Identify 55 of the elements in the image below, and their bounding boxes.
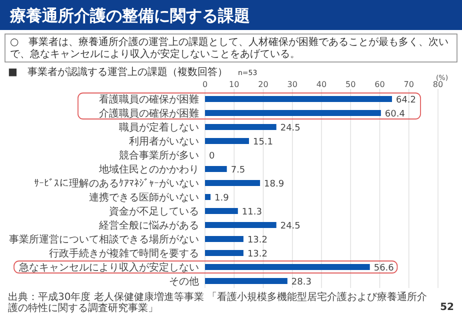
x-tick-label: 30	[287, 80, 298, 89]
data-label: 24.5	[280, 222, 300, 232]
x-tick-label: 10	[229, 80, 240, 89]
data-label: 7.5	[230, 166, 246, 176]
bar	[205, 138, 249, 144]
bar	[205, 166, 227, 172]
chart-title: 療養通所介護の整備に関する課題	[9, 6, 250, 25]
bar	[205, 208, 238, 214]
bar	[205, 236, 244, 242]
y-tick-label: 資金が不足している	[109, 206, 199, 218]
x-tick-label: 60	[374, 80, 385, 89]
bar	[205, 222, 276, 228]
bar	[205, 180, 260, 186]
data-label: 13.2	[247, 236, 268, 246]
data-label: 13.2	[247, 250, 268, 260]
data-label: 1.9	[214, 194, 230, 204]
bar	[205, 124, 276, 130]
y-tick-label: その他	[169, 276, 199, 288]
x-tick-label: 50	[346, 80, 356, 89]
chart-subtitle: ○ 事業者は、療養通所介護の運営上の課題として、人材確保が困難であることが最も多く、次いで、急なキャンセルにより収入が安定しないことをあげている。	[10, 36, 449, 60]
x-tick-label: 70	[404, 80, 414, 89]
y-tick-label: 行政手続きが複雑で時間を要する	[49, 248, 199, 260]
y-tick-label: 経営全般に悩みがある	[98, 220, 199, 232]
data-label: 0	[209, 152, 215, 162]
source-note: 出典：平成30年度 老人保健健康増進等事業 「看護小規模多機能型居宅介護および療養通所介護の特性に関する調査研究事業」	[8, 291, 428, 314]
y-tick-label: ｻｰﾋﾞｽに理解のあるｹｱﾏﾈｼﾞｬｰがいない	[34, 178, 199, 190]
bar	[205, 250, 244, 256]
data-label: 15.1	[252, 138, 274, 148]
data-label: 56.6	[374, 264, 394, 274]
bar	[205, 264, 370, 270]
y-tick-label: 競合事業所が多い	[119, 150, 199, 162]
x-tick-label: 20	[258, 80, 268, 89]
bar	[205, 278, 288, 284]
text: ■ 事業者が認識する運営上の課題（複数回答）	[8, 66, 228, 78]
data-label: 11.3	[242, 208, 262, 218]
data-label: 28.3	[291, 278, 312, 288]
bar	[205, 194, 211, 200]
y-tick-label: 看護職員の確保が困難	[99, 94, 199, 106]
data-label: 24.5	[280, 124, 300, 134]
y-tick-label: 地域住民とのかかわり	[98, 164, 199, 176]
data-label: 64.2	[396, 96, 416, 106]
x-tick-label: 40	[316, 80, 327, 89]
data-label: 18.9	[264, 180, 284, 190]
data-label: 60.4	[384, 110, 406, 120]
y-tick-label: 急なキャンセルにより収入が安定しない	[18, 262, 199, 274]
x-tick-label: 80	[432, 80, 444, 89]
y-tick-label: 介護職員の確保が困難	[99, 108, 199, 120]
y-tick-label: 連携できる医師がいない	[89, 192, 199, 204]
bar	[205, 96, 392, 102]
text: 52	[440, 302, 454, 313]
y-tick-label: 利用者がいない	[129, 136, 199, 148]
bar	[205, 110, 381, 116]
y-tick-label: 事業所運営について相談できる場所がない	[9, 234, 199, 246]
x-tick-label: 0	[202, 80, 208, 89]
y-tick-label: 職員が定着しない	[119, 122, 199, 134]
